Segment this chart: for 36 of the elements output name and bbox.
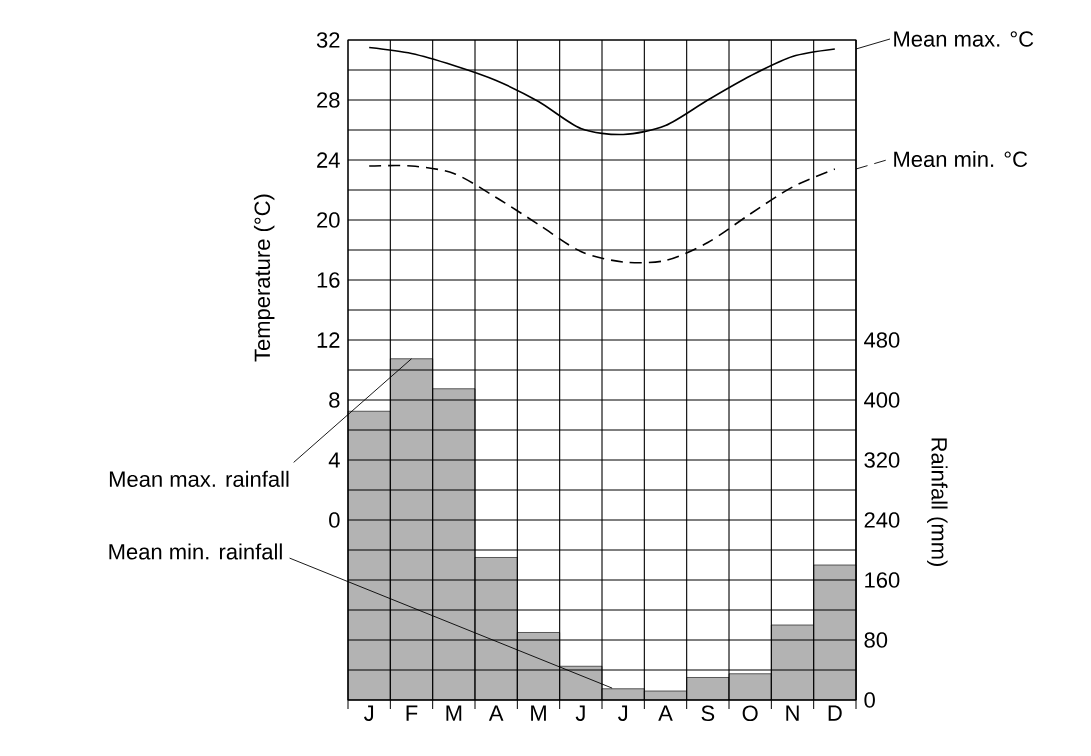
y2-tick-label: 480: [864, 332, 900, 348]
y2-tick-label: 80: [864, 632, 888, 648]
x-tick-label: J: [575, 705, 585, 721]
text: Mean min. rainfall: [109, 543, 282, 560]
x-tick-label: J: [364, 705, 374, 721]
y2-tick-label: 320: [864, 452, 900, 468]
y2-axis-title: Rainfall (mm): [927, 438, 948, 566]
line-series: [368, 46, 836, 136]
x-tick-label: M: [446, 705, 462, 721]
y-tick-label: 24: [317, 152, 340, 168]
y-tick-label: 32: [316, 32, 340, 48]
x-tick-label: O: [742, 705, 758, 722]
y-tick-label: 8: [329, 392, 340, 408]
y-tick-label: 20: [317, 212, 340, 228]
y-tick-label: 12: [317, 332, 340, 348]
legend-label: Mean min. °C: [894, 150, 1028, 168]
y-tick-label: 0: [329, 512, 340, 528]
x-tick-label: A: [658, 705, 673, 721]
y2-tick-label: 0: [864, 692, 875, 708]
x-tick-label: N: [786, 705, 799, 721]
y-tick-label: 16: [317, 272, 340, 288]
x-tick-label: D: [828, 705, 842, 721]
x-tick-label: J: [618, 705, 628, 721]
x-tick-label: A: [488, 705, 504, 721]
line-series: [368, 164, 836, 264]
legend-label: Mean max. °C: [894, 31, 1034, 47]
y-tick-label: 4: [328, 452, 340, 468]
annotation: Mean max. rainfall: [109, 470, 289, 487]
x-tick-label: S: [701, 705, 715, 722]
y2-tick-label: 160: [865, 572, 900, 588]
y-tick-label: 28: [317, 92, 340, 108]
y-axis-title: Temperature (°C): [253, 194, 275, 362]
y2-tick-label: 240: [864, 512, 900, 528]
y2-tick-label: 400: [864, 392, 900, 408]
x-tick-label: M: [531, 705, 546, 721]
x-tick-label: F: [406, 705, 418, 721]
